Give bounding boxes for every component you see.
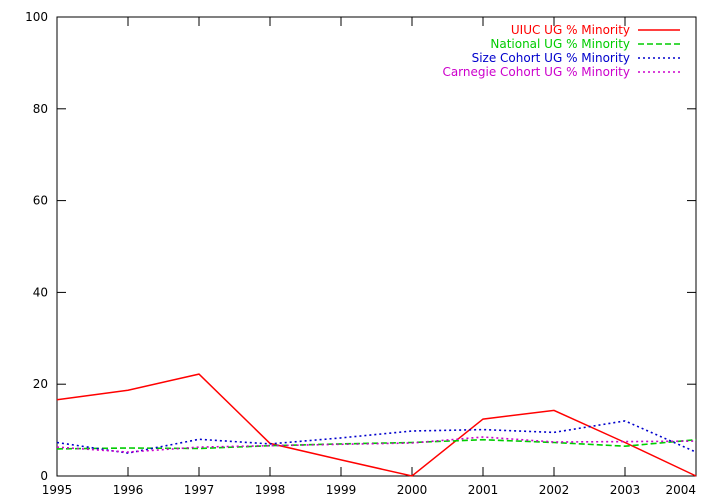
plot-frame [56, 16, 697, 477]
x-tick-label: 1999 [326, 483, 357, 497]
x-tick-label: 1998 [255, 483, 286, 497]
series-line-4 [56, 436, 697, 453]
x-tick-label: 2001 [468, 483, 499, 497]
y-tick-label: 40 [33, 285, 48, 299]
series-line-2 [56, 438, 697, 450]
series-line-3 [56, 420, 697, 454]
x-tick-label: 2003 [610, 483, 641, 497]
y-tick-label: 80 [33, 102, 48, 116]
y-tick-label: 100 [25, 10, 48, 24]
y-axis: 0 20 40 60 80 100 [25, 10, 696, 483]
series-lines [56, 373, 697, 477]
y-tick-label: 0 [40, 469, 48, 483]
x-tick-label: 2000 [397, 483, 428, 497]
y-tick-label: 20 [33, 377, 48, 391]
legend-label: National UG % Minority [490, 37, 630, 51]
legend-label: UIUC UG % Minority [511, 23, 630, 37]
x-tick-label: 1996 [113, 483, 144, 497]
legend-label: Size Cohort UG % Minority [472, 51, 630, 65]
x-axis: 1995 1996 1997 1998 1999 2000 2001 2002 2003 2004 [42, 17, 697, 497]
x-tick-label: 1995 [42, 483, 73, 497]
legend-label: Carnegie Cohort UG % Minority [442, 65, 630, 79]
y-tick-label: 60 [33, 194, 48, 208]
x-tick-label: 2004 [665, 483, 696, 497]
x-tick-label: 2002 [539, 483, 570, 497]
x-tick-label: 1997 [184, 483, 215, 497]
